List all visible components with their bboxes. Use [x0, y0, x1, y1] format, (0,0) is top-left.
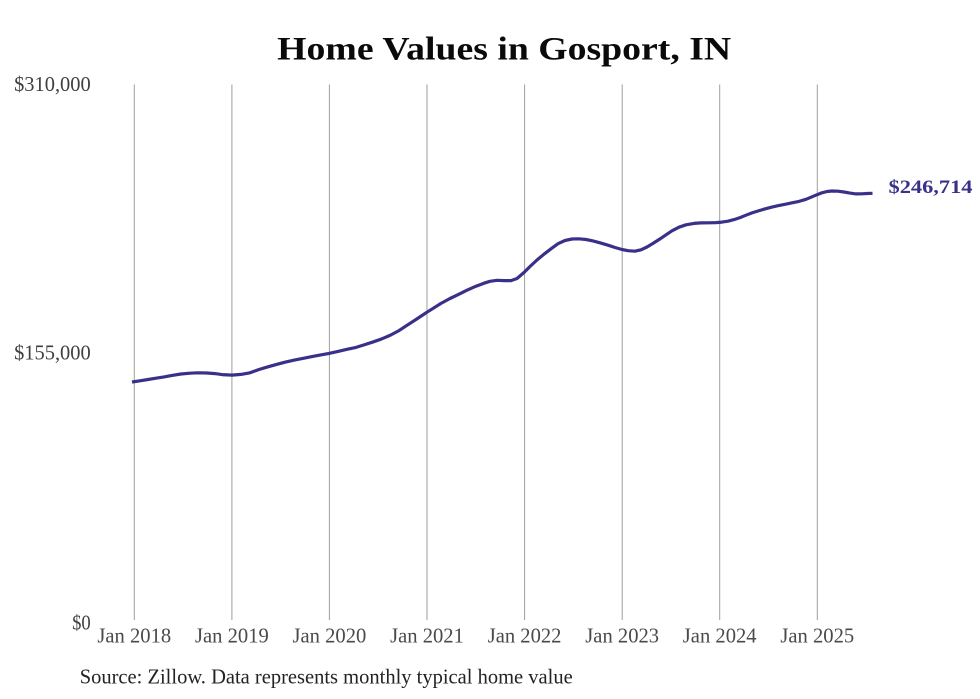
- svg-text:Home Values in Gosport, IN: Home Values in Gosport, IN: [277, 32, 732, 68]
- svg-text:Jan 2023: Jan 2023: [585, 626, 659, 648]
- svg-text:Jan 2020: Jan 2020: [293, 626, 367, 648]
- svg-text:$0: $0: [72, 611, 91, 635]
- svg-text:Jan 2024: Jan 2024: [683, 626, 757, 648]
- svg-text:Source: Zillow. Data represent: Source: Zillow. Data represents monthly …: [80, 665, 573, 689]
- svg-text:$155,000: $155,000: [14, 341, 91, 365]
- svg-text:$310,000: $310,000: [14, 72, 91, 96]
- svg-text:Jan 2019: Jan 2019: [195, 626, 269, 648]
- svg-text:Jan 2022: Jan 2022: [488, 626, 562, 648]
- svg-text:Jan 2021: Jan 2021: [390, 626, 464, 648]
- svg-text:$246,714: $246,714: [889, 177, 974, 198]
- svg-text:Jan 2025: Jan 2025: [780, 626, 854, 648]
- svg-text:Jan 2018: Jan 2018: [97, 626, 171, 648]
